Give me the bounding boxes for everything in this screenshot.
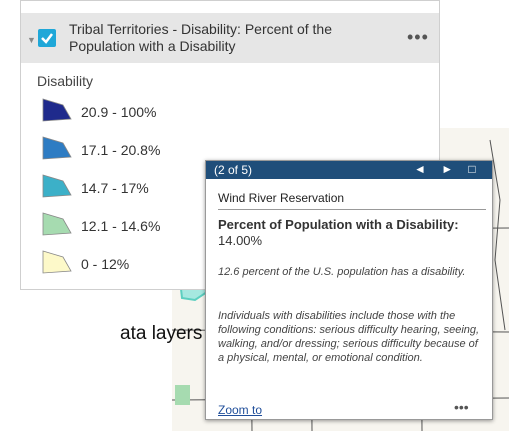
legend-label: 14.7 - 17% (81, 180, 149, 196)
layer-menu[interactable]: ••• (407, 27, 429, 47)
feature-field: Percent of Population with a Disability:… (218, 217, 478, 249)
swatch-shape (42, 174, 72, 198)
divider (218, 209, 486, 210)
note: Individuals with disabilities include th… (218, 310, 480, 364)
swatch-shape (42, 98, 72, 122)
legend-label: 12.1 - 14.6% (81, 218, 161, 234)
legend-swatch (42, 212, 72, 236)
feature-name: Wind River Reservation (218, 191, 345, 205)
zoom-link[interactable]: Zoom to (218, 403, 263, 417)
field-name: Percent of Population with a Disability: (218, 217, 459, 232)
field-value: 14.00% (218, 233, 263, 248)
legend-swatch (42, 174, 72, 198)
popup-menu[interactable]: ••• (454, 399, 469, 415)
popup: (2 of 5) ◄ ► □ ✕ Wind River Reservation … (205, 160, 493, 420)
swatch-shape (42, 136, 72, 160)
legend-swatch (42, 136, 72, 160)
background-text: ata layers (120, 323, 203, 344)
territory (175, 385, 190, 405)
popup-count: (2 of 5) (214, 163, 253, 177)
legend-swatch (42, 98, 72, 122)
swatch-shape (42, 250, 72, 274)
swatch-shape (42, 212, 72, 236)
popup-controls[interactable]: ◄ ► □ ✕ (414, 162, 482, 190)
collapse-caret[interactable]: ▼ (27, 35, 36, 45)
layer-header: ▼ Tribal Territories - Disability: Perce… (21, 13, 439, 63)
note: 12.6 percent of the U.S. population has … (218, 266, 466, 278)
legend-label: 20.9 - 100% (81, 104, 157, 120)
legend-label: 17.1 - 20.8% (81, 142, 161, 158)
layer-checkbox[interactable] (38, 29, 56, 47)
layer-title: Tribal Territories - Disability: Percent… (69, 21, 332, 54)
legend-field: Disability (37, 73, 94, 89)
popup-header: (2 of 5) ◄ ► □ ✕ (206, 161, 492, 190)
legend-swatch (42, 250, 72, 274)
legend-label: 0 - 12% (81, 256, 130, 272)
